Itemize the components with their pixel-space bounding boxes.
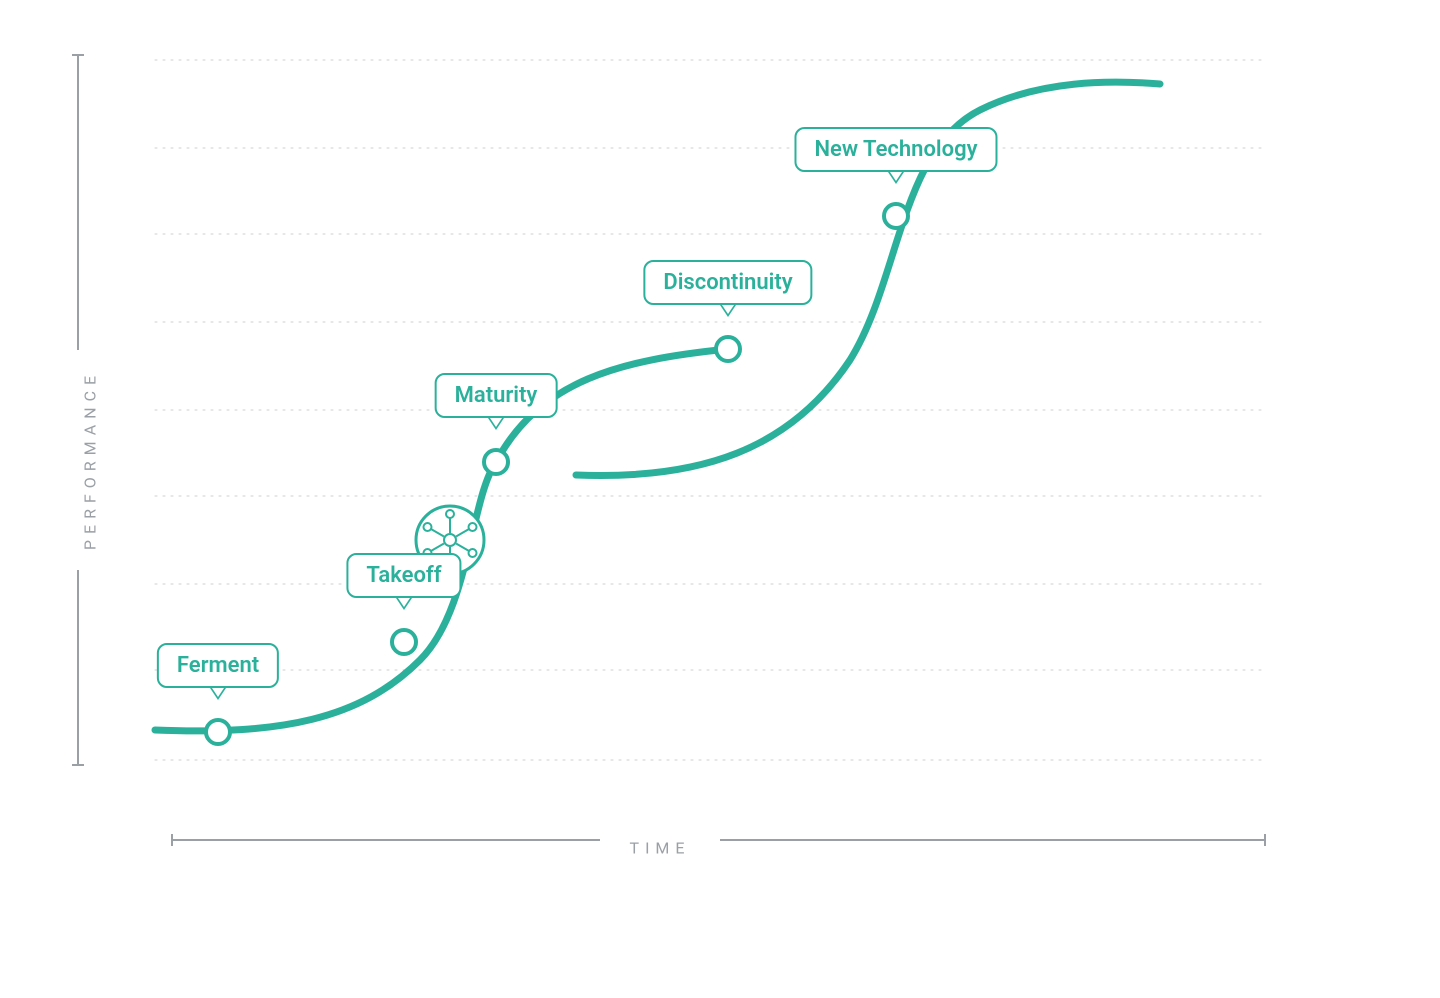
marker-ferment — [206, 720, 230, 744]
label-maturity: Maturity — [435, 373, 558, 418]
technology-s-curve-chart: PERFORMANCE TIME Ferment Takeoff Maturity D… — [0, 0, 1440, 998]
marker-new_technology — [884, 204, 908, 228]
marker-maturity — [484, 450, 508, 474]
marker-takeoff — [392, 630, 416, 654]
chart-svg — [0, 0, 1440, 998]
y-axis-label: PERFORMANCE — [81, 370, 100, 550]
gridlines-group — [155, 60, 1265, 760]
label-takeoff: Takeoff — [346, 553, 461, 598]
label-ferment: Ferment — [157, 643, 279, 688]
x-axis-group — [172, 834, 1265, 846]
label-discontinuity: Discontinuity — [643, 260, 812, 305]
marker-discontinuity — [716, 337, 740, 361]
x-axis-label: TIME — [630, 839, 691, 858]
curves-group — [155, 82, 1160, 731]
label-new_technology: New Technology — [794, 127, 997, 172]
